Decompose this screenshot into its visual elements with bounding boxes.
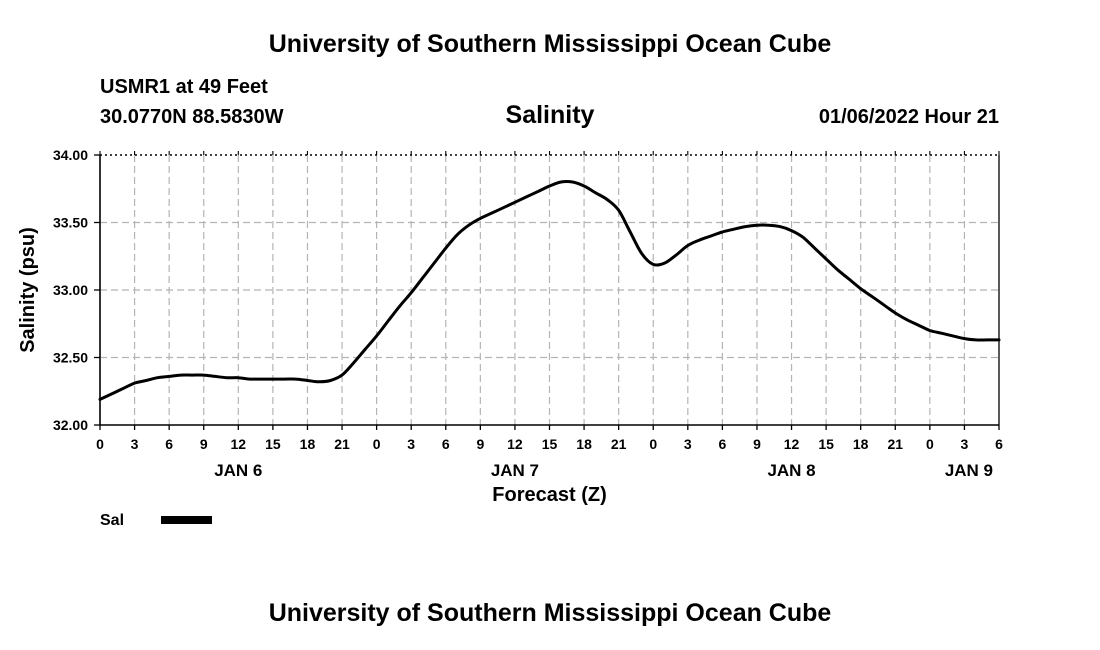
x-tick-label: 18 [853, 436, 869, 452]
y-tick-label: 34.00 [53, 147, 88, 163]
series-line-sal [98, 179, 1001, 401]
day-label: JAN 9 [945, 461, 993, 480]
x-tick-label: 0 [649, 436, 657, 452]
y-tick-label: 33.50 [53, 215, 88, 231]
x-tick-label: 3 [407, 436, 415, 452]
x-axis-label: Forecast (Z) [492, 484, 606, 506]
x-tick-label: 12 [784, 436, 800, 452]
series-layer [98, 179, 1001, 401]
x-tick-label: 6 [718, 436, 726, 452]
day-label: JAN 7 [491, 461, 539, 480]
x-tick-label: 18 [300, 436, 316, 452]
x-tick-label: 0 [373, 436, 381, 452]
x-tick-label: 3 [684, 436, 692, 452]
x-tick-label: 9 [476, 436, 484, 452]
x-tick-label: 18 [576, 436, 592, 452]
y-tick-label: 33.00 [53, 282, 88, 298]
legend-label: Sal [100, 512, 124, 529]
tick-labels: 0 3 6 9 12 15 18 21 0 3 6 9 12 15 18 21 0 3 6 9 12 15 18 21 0 3 6 3… [17, 147, 1003, 506]
x-tick-label: 3 [961, 436, 969, 452]
grid-lines [100, 155, 999, 425]
station-coordinates: 30.0770N 88.5830W [100, 106, 284, 128]
legend: Sal [100, 512, 212, 529]
x-tick-label: 6 [165, 436, 173, 452]
axes [94, 151, 1000, 430]
forecast-datetime: 01/06/2022 Hour 21 [818, 106, 999, 128]
page-title: University of Southern Mississippi Ocean… [268, 30, 832, 58]
x-tick-label: 0 [96, 436, 104, 452]
x-tick-label: 12 [507, 436, 523, 452]
x-tick-label: 15 [818, 436, 834, 452]
x-tick-label: 0 [926, 436, 934, 452]
x-tick-label: 21 [611, 436, 627, 452]
day-label: JAN 6 [214, 461, 262, 480]
x-tick-label: 6 [442, 436, 450, 452]
y-tick-label: 32.50 [53, 350, 88, 366]
chart-title: Salinity [505, 101, 595, 129]
x-tick-label: 9 [753, 436, 761, 452]
x-tick-label: 6 [995, 436, 1003, 452]
x-tick-label: 3 [131, 436, 139, 452]
x-tick-label: 12 [231, 436, 247, 452]
x-tick-label: 21 [334, 436, 350, 452]
x-tick-label: 21 [887, 436, 903, 452]
footer-title: University of Southern Mississippi Ocean… [268, 599, 832, 627]
y-axis-label: Salinity (psu) [17, 227, 39, 353]
x-tick-label: 15 [265, 436, 281, 452]
y-tick-label: 32.00 [53, 417, 88, 433]
day-label: JAN 8 [767, 461, 815, 480]
station-label: USMR1 at 49 Feet [100, 76, 268, 98]
x-tick-label: 15 [542, 436, 558, 452]
x-tick-label: 9 [200, 436, 208, 452]
